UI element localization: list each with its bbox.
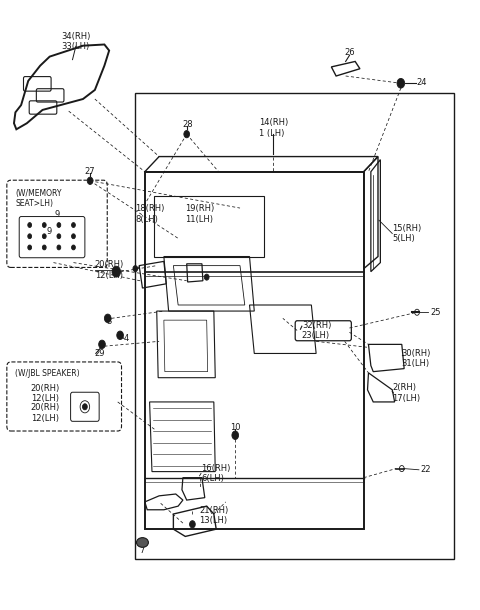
Text: 21(RH)
13(LH): 21(RH) 13(LH)	[199, 506, 228, 525]
Circle shape	[99, 340, 105, 349]
Circle shape	[28, 245, 32, 250]
Circle shape	[133, 265, 138, 271]
Circle shape	[117, 331, 123, 340]
Text: 30(RH)
31(LH): 30(RH) 31(LH)	[402, 348, 431, 368]
Ellipse shape	[136, 537, 148, 547]
Text: 27: 27	[85, 167, 96, 176]
Text: 16(RH)
6(LH): 16(RH) 6(LH)	[201, 464, 230, 483]
Text: 20(RH)
12(LH): 20(RH) 12(LH)	[31, 403, 60, 423]
Circle shape	[57, 245, 61, 250]
Text: 19(RH)
11(LH): 19(RH) 11(LH)	[185, 204, 214, 224]
Circle shape	[72, 234, 75, 239]
Circle shape	[42, 245, 46, 250]
Text: 20(RH)
12(LH): 20(RH) 12(LH)	[95, 260, 124, 279]
Circle shape	[72, 245, 75, 250]
Text: 26: 26	[344, 48, 355, 57]
Text: 4: 4	[123, 334, 129, 343]
Circle shape	[190, 521, 195, 528]
Circle shape	[28, 223, 32, 228]
Circle shape	[42, 223, 46, 228]
Text: 9: 9	[54, 210, 60, 220]
Text: 2(RH)
17(LH): 2(RH) 17(LH)	[392, 383, 420, 403]
Circle shape	[83, 404, 87, 410]
Text: 14(RH)
1 (LH): 14(RH) 1 (LH)	[259, 118, 288, 138]
Text: 20(RH)
12(LH): 20(RH) 12(LH)	[31, 384, 60, 403]
Text: 22: 22	[421, 465, 432, 475]
Circle shape	[112, 266, 120, 277]
Text: 3: 3	[107, 317, 112, 326]
Circle shape	[87, 177, 93, 184]
Text: 28: 28	[182, 120, 193, 129]
Circle shape	[57, 234, 61, 239]
Text: 18(RH)
8(LH): 18(RH) 8(LH)	[135, 204, 164, 224]
Text: 9: 9	[46, 226, 51, 235]
Text: 29: 29	[95, 349, 106, 358]
Circle shape	[42, 234, 46, 239]
Text: 15(RH)
5(LH): 15(RH) 5(LH)	[392, 224, 421, 243]
Circle shape	[28, 234, 32, 239]
Text: 34(RH)
33(LH): 34(RH) 33(LH)	[61, 32, 91, 51]
Text: 24: 24	[416, 77, 427, 87]
Text: 10: 10	[230, 423, 240, 432]
Circle shape	[72, 223, 75, 228]
Text: (W/JBL SPEAKER): (W/JBL SPEAKER)	[15, 369, 80, 378]
Text: (W/MEMORY
SEAT>LH): (W/MEMORY SEAT>LH)	[15, 188, 62, 208]
Text: 25: 25	[431, 308, 441, 317]
Text: 7: 7	[140, 546, 145, 555]
Circle shape	[204, 274, 209, 280]
Circle shape	[397, 79, 405, 88]
Circle shape	[232, 431, 239, 439]
Text: 32(RH)
23(LH): 32(RH) 23(LH)	[302, 321, 331, 340]
Circle shape	[57, 223, 61, 228]
Circle shape	[104, 314, 111, 323]
Circle shape	[184, 131, 190, 138]
